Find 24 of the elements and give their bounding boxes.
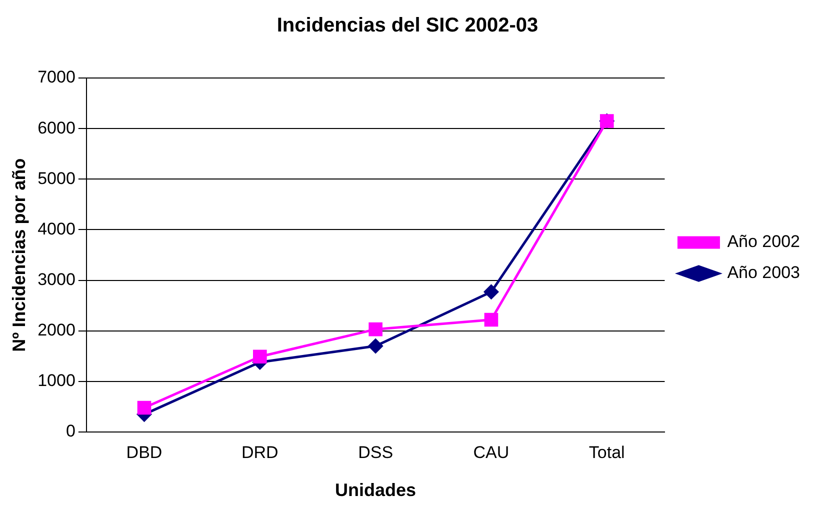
- legend-label: Año 2003: [727, 263, 800, 282]
- y-axis-title: Nº Incidencias por año: [8, 158, 29, 352]
- point: [484, 312, 498, 327]
- y-tick-label: 0: [66, 422, 76, 441]
- y-tick-label: 5000: [38, 168, 76, 188]
- y-tick-label: 3000: [38, 270, 76, 289]
- y-tick-label: 1000: [38, 371, 76, 390]
- point: [484, 284, 498, 300]
- point: [253, 350, 267, 364]
- y-tick-label: 6000: [38, 118, 76, 138]
- x-tick-label: DRD: [241, 442, 278, 462]
- x-axis-title: Unidades: [335, 480, 416, 500]
- y-tick-label: 4000: [38, 219, 76, 238]
- x-tick-label: CAU: [473, 442, 510, 462]
- y-tick-label: 2000: [38, 320, 76, 340]
- x-tick-label: Total: [588, 442, 625, 462]
- point: [137, 400, 152, 415]
- point: [368, 338, 383, 354]
- point: [368, 322, 382, 336]
- legend-label: Año 2002: [727, 232, 800, 252]
- x-tick-label: DSS: [358, 442, 394, 462]
- y-tick-label: 7000: [38, 68, 76, 87]
- chart-title: Incidencias del SIC 2002-03: [276, 14, 538, 37]
- x-tick-label: DBD: [126, 442, 162, 462]
